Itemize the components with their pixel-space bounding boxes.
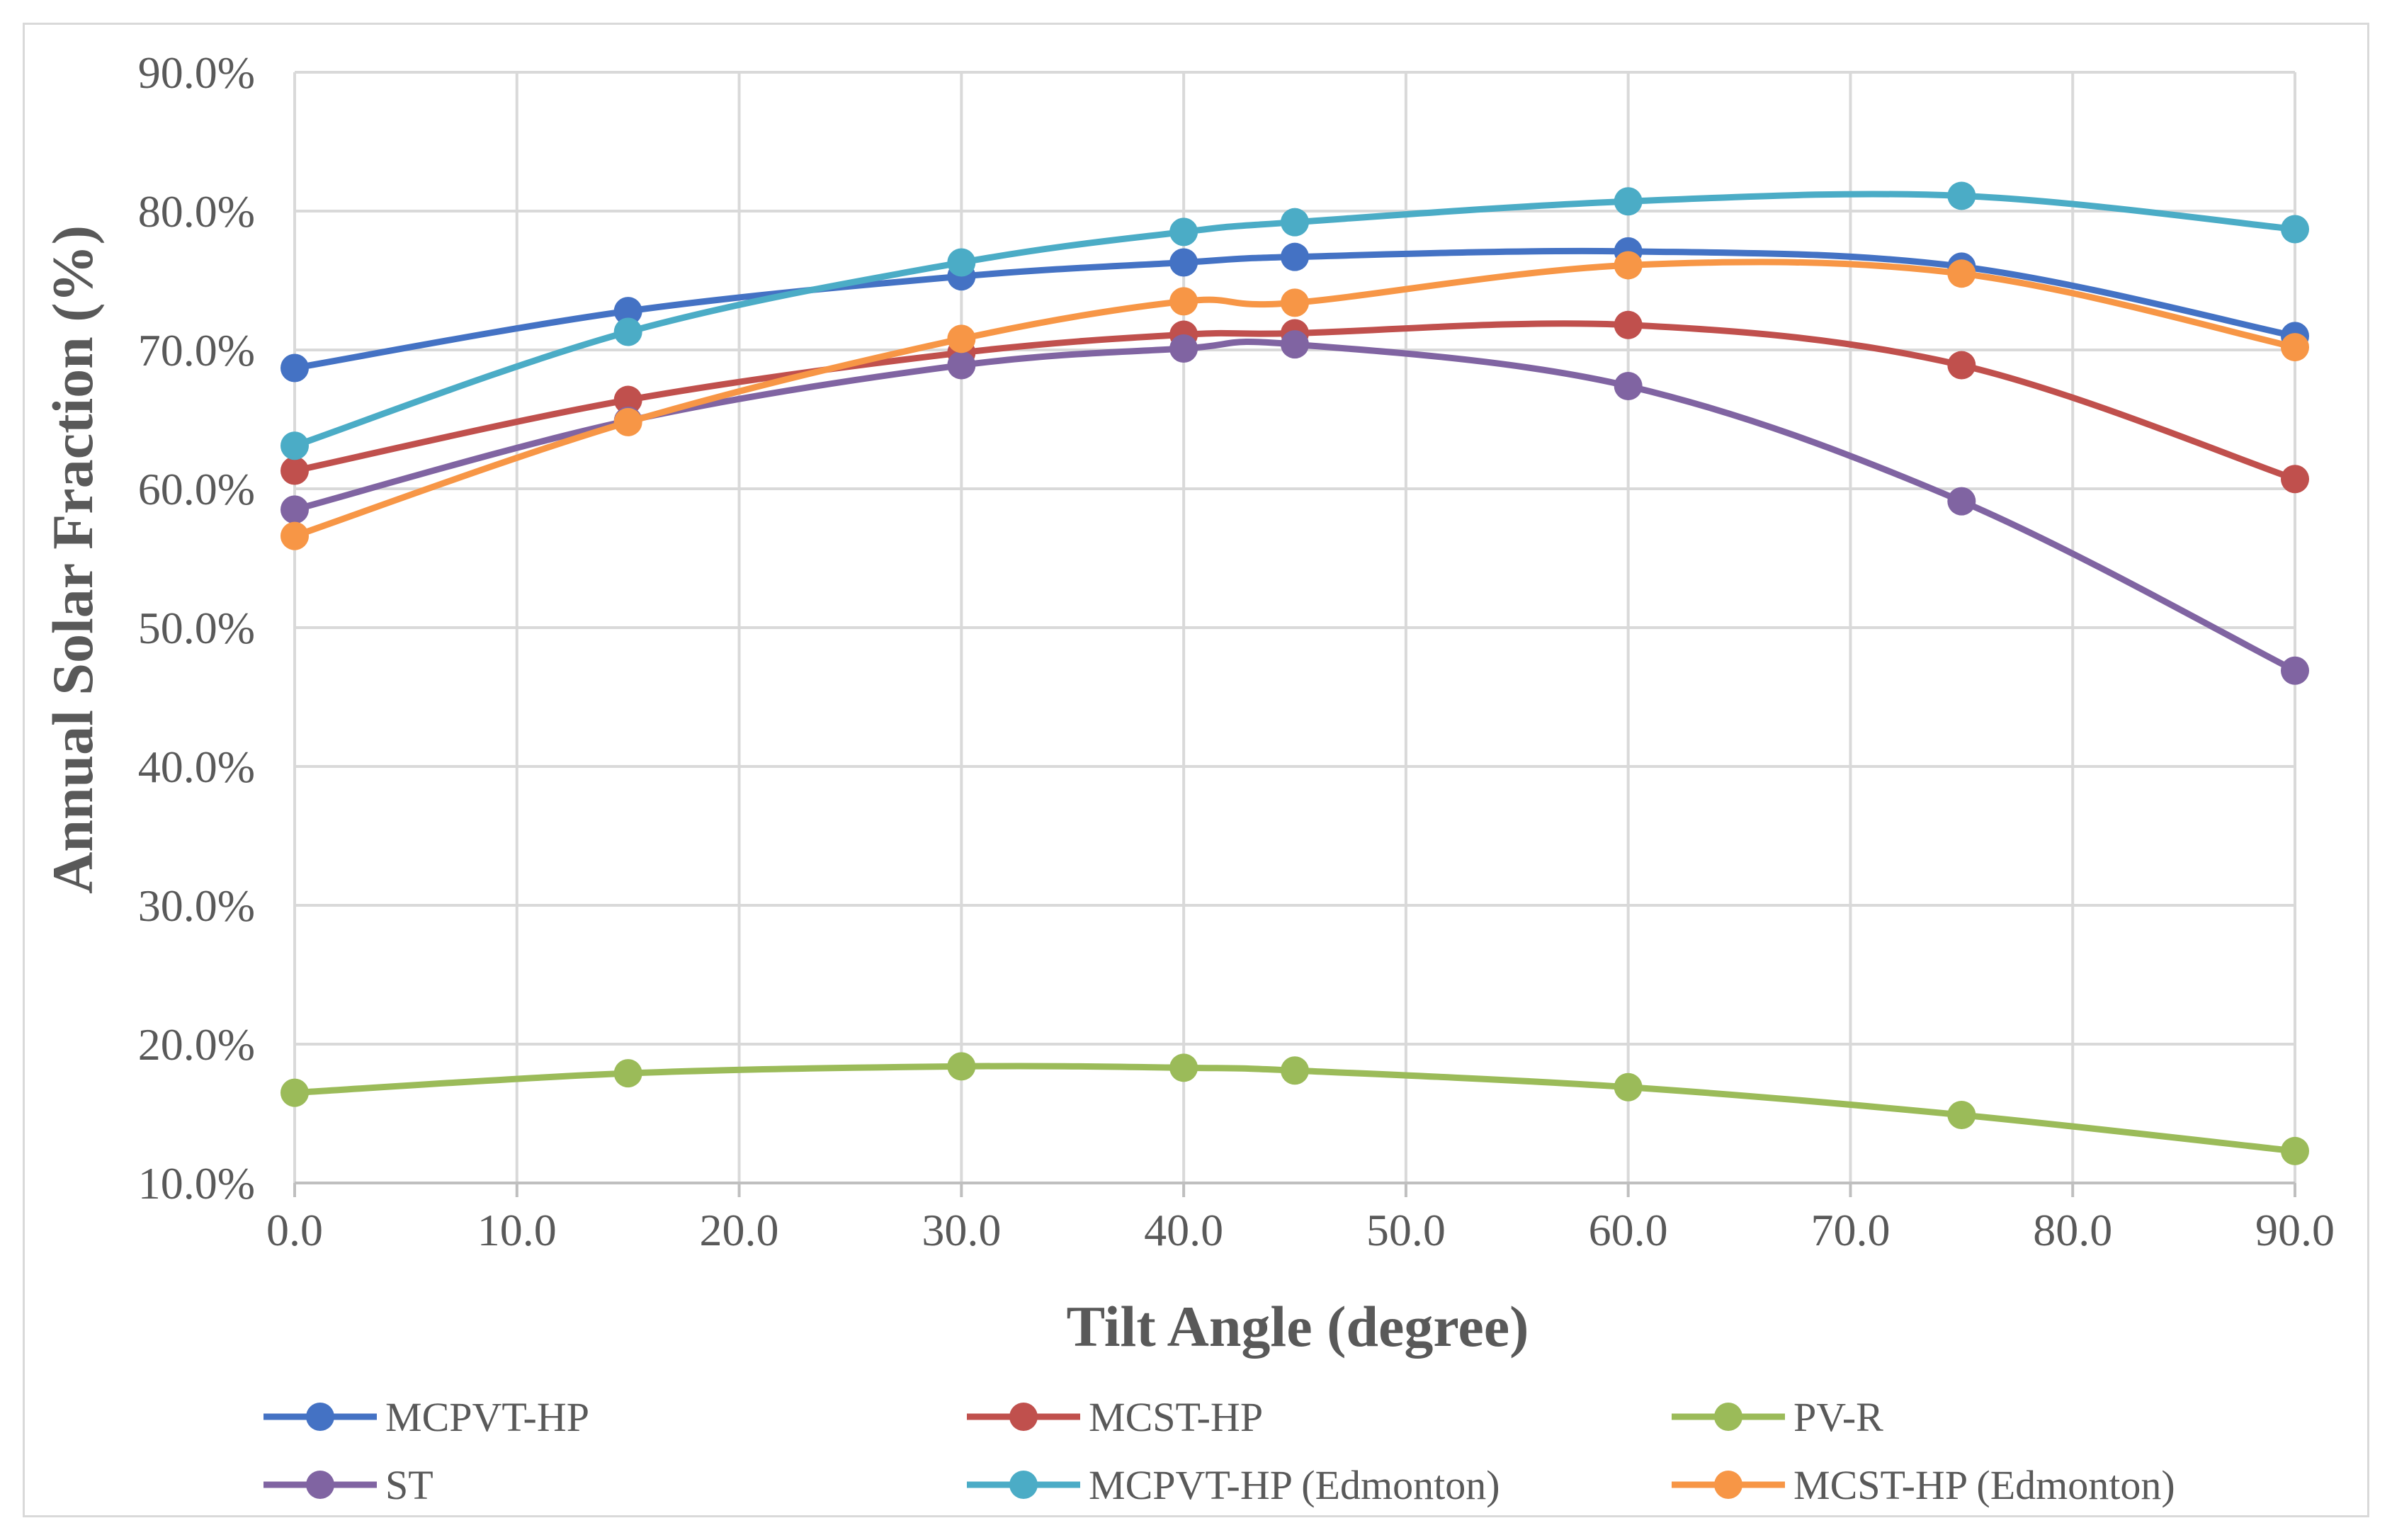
data-point — [1281, 1056, 1309, 1085]
legend-label: PV-R — [1793, 1394, 1883, 1440]
data-point — [1281, 208, 1309, 237]
data-point — [1169, 248, 1198, 277]
axes — [293, 1182, 2296, 1197]
legend-swatch-marker — [306, 1403, 334, 1431]
data-point — [1614, 251, 1643, 280]
data-point — [1169, 217, 1198, 247]
x-tick-label: 70.0 — [1810, 1205, 1890, 1255]
series-line — [291, 339, 2299, 674]
y-tick-label: 30.0% — [138, 881, 255, 931]
data-point — [947, 248, 976, 277]
data-point — [2281, 333, 2309, 362]
y-axis-title: Annual Solar Fraction (%) — [40, 225, 105, 894]
legend: MCPVT-HP MCST-HP PV-R ST MCPVT-HP (Edmonton)… — [263, 1394, 2175, 1508]
data-point — [280, 1078, 309, 1107]
x-tick-label: 40.0 — [1144, 1205, 1223, 1255]
data-point — [2281, 1136, 2309, 1165]
data-point — [1614, 187, 1643, 216]
data-point — [280, 353, 309, 383]
series-mcst-hp-edmonton — [280, 251, 2309, 550]
data-point — [613, 317, 642, 346]
x-tick-label: 50.0 — [1366, 1205, 1446, 1255]
series-mcst-hp — [280, 310, 2309, 494]
x-tick-label: 10.0 — [477, 1205, 557, 1255]
data-point — [2281, 465, 2309, 494]
legend-swatch-marker — [1714, 1403, 1742, 1431]
legend-swatch-marker — [306, 1471, 334, 1499]
series-line — [291, 1063, 2299, 1155]
data-point — [1281, 330, 1309, 359]
x-tick-label: 30.0 — [922, 1205, 1001, 1255]
data-point — [1947, 487, 1976, 516]
data-point — [613, 297, 642, 326]
x-tick-label: 20.0 — [700, 1205, 779, 1255]
x-tick-label: 0.0 — [266, 1205, 323, 1255]
x-axis-title: Tilt Angle (degree) — [1067, 1294, 1529, 1359]
legend-label: MCST-HP — [1089, 1394, 1263, 1440]
x-tick-label: 60.0 — [1589, 1205, 1668, 1255]
series-mcpvt-hp-edmonton — [280, 181, 2309, 460]
data-point — [1947, 351, 1976, 380]
data-point — [2281, 215, 2309, 244]
data-point — [2281, 656, 2309, 685]
legend-swatch-marker — [1009, 1471, 1038, 1499]
y-tick-label: 40.0% — [138, 742, 255, 792]
data-point — [1169, 1053, 1198, 1082]
y-tick-label: 60.0% — [138, 464, 255, 514]
data-point — [1614, 1072, 1643, 1102]
y-tick-label: 90.0% — [138, 47, 255, 98]
legend-label: MCST-HP (Edmonton) — [1793, 1462, 2175, 1508]
data-point — [1614, 371, 1643, 400]
data-point — [613, 407, 642, 436]
y-tick-label: 80.0% — [138, 186, 255, 237]
legend-label: ST — [385, 1462, 433, 1508]
series-group — [280, 181, 2309, 1165]
legend-item-mcst-hp: MCST-HP — [967, 1394, 1263, 1440]
data-point — [1947, 181, 1976, 210]
data-point — [1281, 288, 1309, 317]
data-point — [280, 431, 309, 460]
data-point — [1947, 1100, 1976, 1129]
x-tick-label: 90.0 — [2255, 1205, 2335, 1255]
legend-item-mcst-hp-edmonton: MCST-HP (Edmonton) — [1672, 1462, 2175, 1508]
data-point — [947, 351, 976, 380]
y-tick-label: 70.0% — [138, 325, 255, 375]
y-tick-label: 10.0% — [138, 1158, 255, 1208]
data-point — [1281, 242, 1309, 271]
grid — [293, 71, 2296, 1183]
data-point — [1947, 259, 1976, 288]
data-point — [280, 456, 309, 485]
y-tick-label: 50.0% — [138, 603, 255, 653]
legend-item-mcpvt-hp-edmonton: MCPVT-HP (Edmonton) — [967, 1462, 1500, 1508]
legend-item-pv-r: PV-R — [1672, 1394, 1883, 1440]
legend-label: MCPVT-HP — [385, 1394, 589, 1440]
data-point — [947, 1052, 976, 1081]
series-pv-r — [280, 1052, 2309, 1165]
legend-swatch-marker — [1009, 1403, 1038, 1431]
data-point — [1169, 287, 1198, 316]
legend-item-mcpvt-hp: MCPVT-HP — [263, 1394, 589, 1440]
data-point — [280, 521, 309, 550]
series-st — [280, 330, 2309, 685]
y-tick-label: 20.0% — [138, 1019, 255, 1070]
data-point — [280, 495, 309, 524]
data-point — [1614, 310, 1643, 339]
tick-labels: 10.0% 20.0% 30.0% 40.0% 50.0% 60.0% 70.0% 80.0%… — [138, 47, 2335, 1255]
data-point — [613, 385, 642, 414]
series-line — [291, 247, 2299, 371]
x-tick-label: 80.0 — [2033, 1205, 2112, 1255]
legend-swatch-marker — [1714, 1471, 1742, 1499]
legend-label: MCPVT-HP (Edmonton) — [1089, 1462, 1500, 1508]
data-point — [613, 1059, 642, 1088]
data-point — [947, 324, 976, 353]
legend-item-st: ST — [263, 1462, 433, 1508]
data-point — [1169, 334, 1198, 363]
